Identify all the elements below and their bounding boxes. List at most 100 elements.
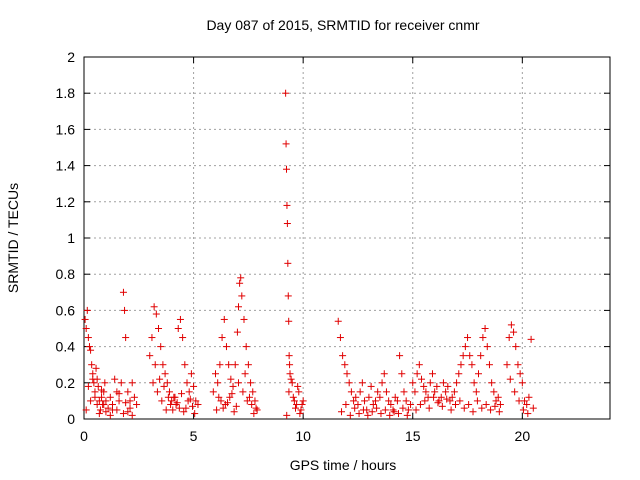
y-tick-label: 0.4 <box>56 339 76 355</box>
x-tick-label: 5 <box>190 428 198 444</box>
data-point <box>461 343 469 351</box>
data-point <box>179 334 187 342</box>
y-tick-label: 1.6 <box>56 121 76 137</box>
data-point <box>227 375 235 383</box>
data-point <box>215 393 223 401</box>
data-point <box>117 379 125 387</box>
data-point <box>283 411 291 419</box>
data-point <box>232 402 240 410</box>
data-point <box>400 388 408 396</box>
data-point <box>488 379 496 387</box>
data-point <box>248 401 256 409</box>
data-point <box>485 361 493 369</box>
data-point <box>451 401 459 409</box>
data-point <box>165 388 173 396</box>
data-point <box>252 404 260 412</box>
data-point <box>494 393 502 401</box>
data-point <box>376 393 384 401</box>
data-point <box>389 406 397 414</box>
data-point <box>402 397 410 405</box>
data-point <box>420 382 428 390</box>
data-point <box>285 388 293 396</box>
data-point <box>491 402 499 410</box>
data-point <box>180 408 188 416</box>
data-point <box>84 334 92 342</box>
data-point <box>190 382 198 390</box>
data-point <box>503 361 511 369</box>
data-point <box>465 401 473 409</box>
data-point <box>450 388 458 396</box>
data-point <box>168 397 176 405</box>
data-point <box>245 393 253 401</box>
data-point <box>178 390 186 398</box>
data-point <box>355 410 363 418</box>
data-point <box>518 379 526 387</box>
data-point <box>235 303 243 311</box>
axis-ticks: 0 5 10 15 20 0 0.2 0.4 0.6 0.8 1 1.2 1.4 1.6 1.8 2 <box>56 49 610 444</box>
y-tick-label: 1 <box>67 230 75 246</box>
data-point <box>295 388 303 396</box>
data-point <box>354 401 362 409</box>
data-point <box>506 375 514 383</box>
data-point <box>418 375 426 383</box>
data-point <box>425 404 433 412</box>
data-point <box>385 397 393 405</box>
data-point <box>192 397 200 405</box>
data-point <box>487 406 495 414</box>
data-point <box>433 382 441 390</box>
data-point <box>213 406 221 414</box>
data-point <box>156 375 164 383</box>
data-point <box>448 393 456 401</box>
data-point <box>87 346 95 354</box>
data-point <box>284 292 292 300</box>
data-point <box>240 315 248 323</box>
data-point <box>128 379 136 387</box>
data-point <box>183 379 191 387</box>
chart-title: Day 087 of 2015, SRMTID for receiver cnm… <box>206 17 479 33</box>
data-point <box>83 306 91 314</box>
data-point <box>456 397 464 405</box>
data-point <box>446 397 454 405</box>
data-point <box>95 397 103 405</box>
data-point <box>285 317 293 325</box>
data-point <box>115 397 123 405</box>
data-point <box>290 397 298 405</box>
data-point <box>519 406 527 414</box>
data-point <box>297 406 305 414</box>
data-point <box>350 397 358 405</box>
data-point <box>98 386 106 394</box>
data-point <box>527 335 535 343</box>
data-point <box>490 388 498 396</box>
data-point <box>460 404 468 412</box>
data-point <box>94 382 102 390</box>
data-point <box>473 397 481 405</box>
data-point <box>148 334 156 342</box>
y-axis-label: SRMTID / TECUs <box>5 183 21 293</box>
data-point <box>399 404 407 412</box>
data-point <box>171 393 179 401</box>
data-point <box>181 361 189 369</box>
data-point <box>378 379 386 387</box>
data-point <box>96 406 104 414</box>
data-point <box>188 402 196 410</box>
data-point <box>182 404 190 412</box>
data-point <box>407 401 415 409</box>
data-point <box>341 361 349 369</box>
data-point <box>415 361 423 369</box>
data-point <box>233 328 241 336</box>
data-point <box>447 406 455 414</box>
data-point <box>216 361 224 369</box>
data-point <box>347 388 355 396</box>
data-point <box>356 388 364 396</box>
data-point <box>409 379 417 387</box>
data-point <box>387 401 395 409</box>
x-axis-label: GPS time / hours <box>290 457 397 473</box>
data-point <box>334 317 342 325</box>
data-point <box>162 406 170 414</box>
data-point <box>380 370 388 378</box>
data-point <box>469 408 477 416</box>
data-point <box>98 393 106 401</box>
data-point <box>367 382 375 390</box>
data-point <box>128 411 136 419</box>
data-point <box>495 408 503 416</box>
